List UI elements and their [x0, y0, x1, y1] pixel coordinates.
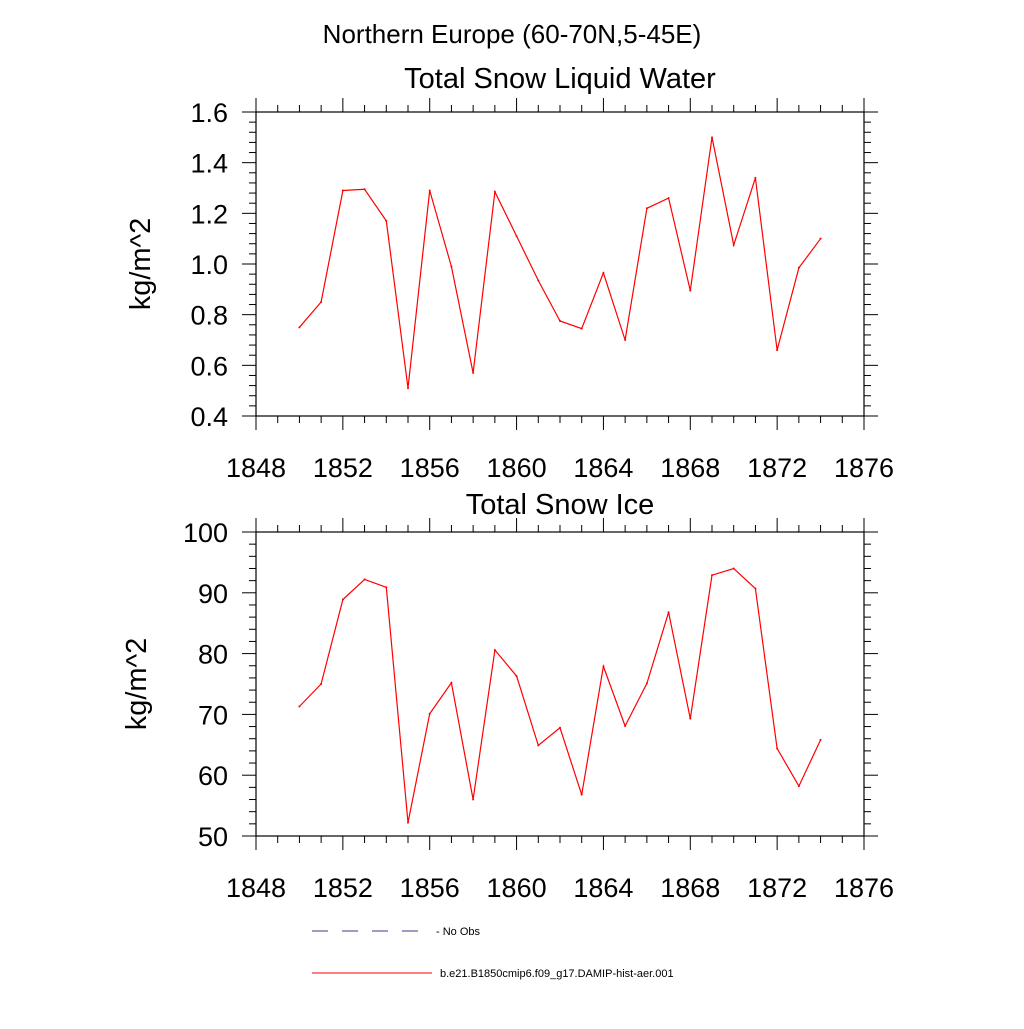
data-point [472, 798, 475, 801]
series-line [298, 567, 822, 823]
data-point [515, 235, 518, 238]
data-point [407, 821, 409, 824]
data-point [385, 219, 388, 222]
y-tick-label: 0.8 [190, 301, 228, 331]
plot-frame [255, 111, 865, 417]
x-tick-label: 1856 [400, 873, 460, 903]
x-tick-label: 1864 [573, 873, 633, 903]
data-point [645, 207, 648, 210]
y-tick-label: 1.6 [190, 98, 228, 128]
data-point [559, 320, 561, 322]
data-point [711, 574, 713, 577]
data-point [732, 567, 735, 570]
data-point [559, 726, 561, 729]
data-point [298, 326, 301, 329]
data-point [428, 712, 431, 715]
y-axis-label: kg/m^2 [121, 638, 153, 731]
x-tick-label: 1848 [226, 873, 286, 903]
data-point [320, 683, 323, 685]
plot-frame [255, 531, 865, 837]
x-tick-label: 1872 [747, 453, 807, 483]
x-tick-label: 1852 [313, 453, 373, 483]
legend-label: b.e21.B1850cmip6.f09_g17.DAMIP-hist-aer.… [440, 968, 674, 980]
data-point [493, 190, 496, 193]
y-tick-label: 60 [198, 761, 228, 791]
data-point [493, 648, 496, 651]
chart-title: Total Snow Liquid Water [404, 63, 716, 95]
data-point [407, 387, 409, 390]
x-tick-label: 1852 [313, 873, 373, 903]
y-tick-label: 90 [198, 579, 228, 609]
chart-panel-1: Total Snow Liquid Water 1848 1852 1856 1860 1… [125, 63, 894, 483]
y-tick-label: 1.2 [190, 199, 228, 229]
data-point [819, 738, 822, 741]
y-tick-label: 70 [198, 700, 228, 730]
y-tick-label: 1.4 [190, 149, 228, 179]
data-point [602, 665, 605, 668]
y-tick-label: 80 [198, 640, 228, 670]
legend: - No Obs b.e21.B1850cmip6.f09_g17.DAMIP-h… [312, 926, 674, 980]
chart-title: Total Snow Ice [466, 489, 655, 521]
legend-label: - No Obs [436, 926, 481, 938]
data-point [754, 176, 757, 179]
y-tick-label: 1.0 [190, 250, 228, 280]
x-tick-label: 1872 [747, 873, 807, 903]
x-tick-label: 1868 [660, 873, 720, 903]
x-tick-label: 1868 [660, 453, 720, 483]
data-point [797, 266, 800, 269]
x-tick-label: 1860 [487, 873, 547, 903]
data-point [776, 747, 779, 750]
data-point [363, 188, 366, 191]
data-point [689, 717, 692, 720]
data-point [689, 289, 692, 292]
data-point [580, 793, 583, 796]
data-point [624, 724, 627, 727]
data-point [624, 339, 627, 341]
data-point [515, 675, 518, 678]
data-point [754, 587, 757, 590]
data-point [363, 578, 366, 581]
data-point [341, 598, 344, 601]
data-point [385, 586, 388, 589]
data-point [537, 279, 540, 282]
data-point [472, 371, 475, 374]
data-point [732, 244, 735, 246]
data-point [797, 785, 800, 788]
y-tick-label: 0.4 [190, 402, 228, 432]
data-point [645, 682, 648, 685]
data-point [450, 265, 453, 268]
y-tick-label: 50 [198, 822, 228, 852]
data-point [602, 271, 605, 274]
data-point [667, 197, 670, 200]
y-tick-label: 100 [183, 518, 228, 548]
data-point [320, 301, 323, 303]
data-point [450, 681, 453, 684]
x-tick-label: 1864 [573, 453, 633, 483]
x-tick-label: 1856 [400, 453, 460, 483]
x-tick-label: 1876 [834, 453, 894, 483]
data-point [711, 136, 713, 139]
y-tick-label: 0.6 [190, 351, 228, 381]
chart-panel-2: Total Snow Ice 1848 1852 1856 1860 1864 1868 18… [121, 489, 894, 903]
data-point [537, 744, 540, 747]
data-point [580, 327, 583, 330]
data-point [428, 189, 431, 192]
figure-title: Northern Europe (60-70N,5-45E) [323, 19, 702, 49]
x-tick-label: 1876 [834, 873, 894, 903]
data-point [298, 705, 301, 708]
y-axis-label: kg/m^2 [125, 218, 157, 311]
data-point [667, 611, 670, 614]
data-point [819, 237, 822, 240]
series-line [298, 137, 822, 389]
data-point [776, 349, 779, 352]
x-tick-label: 1860 [487, 453, 547, 483]
data-point [341, 189, 344, 192]
x-tick-label: 1848 [226, 453, 286, 483]
